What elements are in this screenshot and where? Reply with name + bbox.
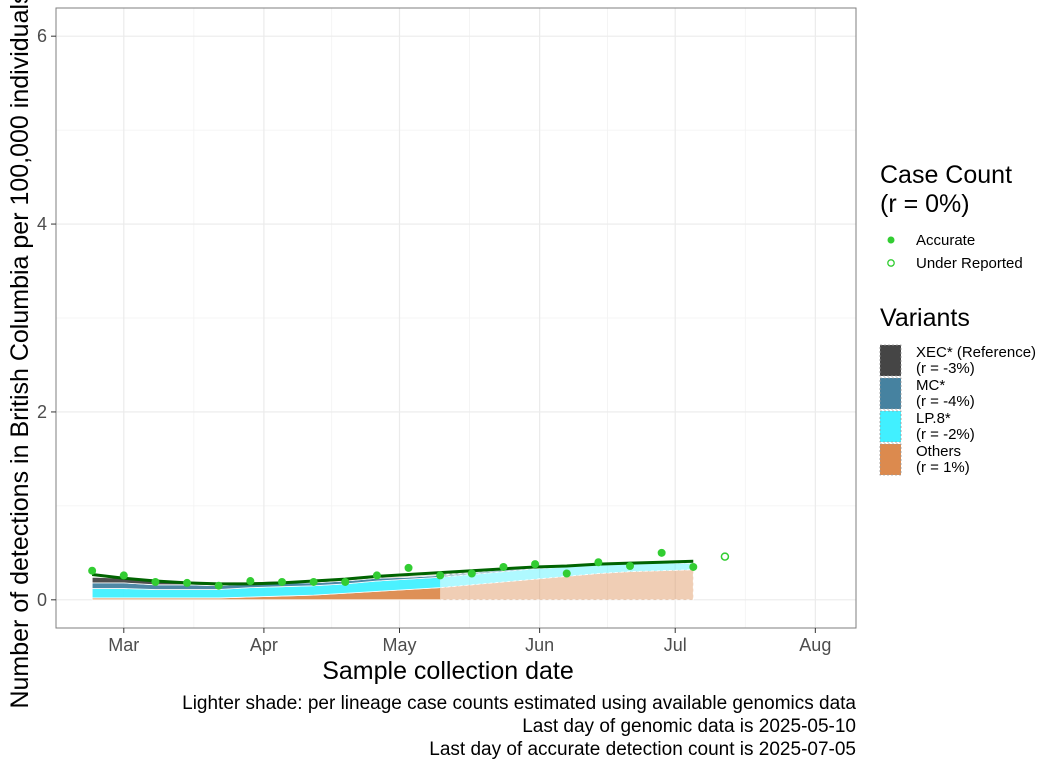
accurate-point bbox=[151, 577, 160, 586]
x-tick-label: Aug bbox=[799, 635, 831, 655]
grid-minor-lines bbox=[56, 8, 856, 628]
accurate-point bbox=[309, 577, 318, 586]
accurate-point bbox=[657, 548, 666, 557]
legend-key-others bbox=[879, 443, 902, 476]
variants-legend: Variants XEC* (Reference)(r = -3%)MC*(r … bbox=[879, 304, 1036, 476]
accurate-point bbox=[436, 571, 445, 580]
accurate-point bbox=[246, 577, 255, 586]
case-count-points bbox=[88, 548, 730, 590]
x-tick-label: May bbox=[382, 635, 416, 655]
accurate-point bbox=[562, 569, 571, 578]
grid-major-lines bbox=[56, 8, 856, 628]
x-tick-label: Jul bbox=[664, 635, 687, 655]
case-count-legend-title: Case Count bbox=[880, 161, 1012, 189]
case-count-legend: Case Count (r = 0%) Accurate Under Repor… bbox=[880, 161, 1023, 272]
under-reported-legend-key bbox=[887, 259, 895, 267]
trend-line-path bbox=[91, 559, 694, 586]
accurate-point bbox=[531, 560, 540, 569]
x-tick-label: Apr bbox=[250, 635, 278, 655]
caption-line-1: Lighter shade: per lineage case counts e… bbox=[182, 693, 856, 714]
accurate-legend-label: Accurate bbox=[916, 232, 975, 249]
variants-legend-title: Variants bbox=[880, 304, 970, 332]
legend-rate-xec-reference: (r = -3%) bbox=[916, 360, 975, 377]
x-tick-label: Jun bbox=[525, 635, 554, 655]
legend-rate-mc: (r = -4%) bbox=[916, 393, 975, 410]
caption-line-3: Last day of accurate detection count is … bbox=[429, 739, 856, 760]
accurate-legend-key bbox=[887, 236, 895, 244]
accurate-point bbox=[214, 581, 223, 590]
area-others-estimated bbox=[440, 569, 694, 601]
accurate-point bbox=[499, 562, 508, 571]
y-tick-label: 2 bbox=[37, 402, 47, 422]
y-axis-title: Number of detections in British Columbia… bbox=[6, 0, 34, 709]
accurate-point bbox=[88, 566, 97, 575]
y-tick-label: 4 bbox=[37, 214, 47, 234]
legend-rate-others: (r = 1%) bbox=[916, 459, 970, 476]
accurate-point bbox=[467, 569, 476, 578]
legend-key-mc bbox=[879, 377, 902, 410]
accurate-point bbox=[689, 562, 698, 571]
case-count-legend-subtitle: (r = 0%) bbox=[880, 190, 970, 218]
accurate-point bbox=[183, 578, 192, 587]
accurate-point bbox=[277, 577, 286, 586]
accurate-point bbox=[119, 571, 128, 580]
variant-areas bbox=[91, 561, 694, 601]
x-tick-label: Mar bbox=[108, 635, 139, 655]
legend-key-xec-reference bbox=[879, 344, 902, 377]
legend-key-lp-8 bbox=[879, 410, 902, 443]
legend-label-xec-reference: XEC* (Reference) bbox=[916, 344, 1036, 361]
legend-label-mc: MC* bbox=[916, 377, 945, 394]
caption-line-2: Last day of genomic data is 2025-05-10 bbox=[522, 716, 856, 737]
legend-label-lp-8: LP.8* bbox=[916, 410, 951, 427]
panel-border bbox=[55, 7, 857, 629]
y-axis-ticks: 0 2 4 6 bbox=[37, 26, 56, 610]
legend-rate-lp-8: (r = -2%) bbox=[916, 426, 975, 443]
accurate-point bbox=[341, 577, 350, 586]
accurate-point bbox=[404, 563, 413, 572]
trend-line bbox=[91, 559, 694, 586]
under-reported-point bbox=[720, 552, 730, 561]
accurate-point bbox=[626, 562, 635, 570]
x-axis-title: Sample collection date bbox=[322, 657, 574, 685]
y-tick-label: 6 bbox=[37, 26, 47, 46]
accurate-point bbox=[372, 571, 381, 580]
y-tick-label: 0 bbox=[37, 590, 47, 610]
accurate-point bbox=[594, 558, 603, 567]
under-reported-legend-label: Under Reported bbox=[916, 255, 1023, 272]
legend-label-others: Others bbox=[916, 443, 961, 460]
x-axis-ticks: Mar Apr May Jun Jul Aug bbox=[108, 628, 831, 655]
